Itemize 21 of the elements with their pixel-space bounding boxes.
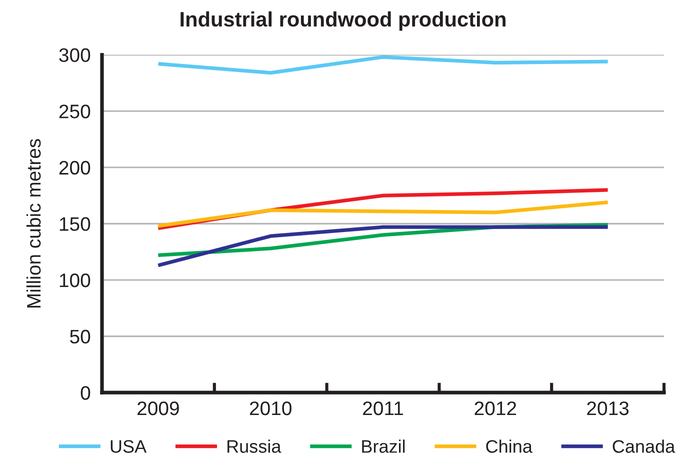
x-tick-label: 2009 [138, 401, 179, 416]
x-tick-label: 2012 [474, 401, 516, 416]
y-tick-label: 300 [59, 48, 90, 62]
y-tick-label: 150 [60, 217, 90, 231]
x-tick-label: 2011 [363, 401, 403, 416]
legend-label: Brazil [362, 440, 405, 453]
legend-label: China [486, 440, 532, 453]
y-tick-label: 100 [60, 273, 90, 288]
line-series [156, 200, 610, 228]
x-tick-label: 2013 [587, 401, 629, 416]
legend-label: USA [110, 440, 147, 453]
line-series [156, 55, 610, 75]
y-axis-title: Million cubic metres [26, 139, 41, 308]
legend-label: Canada [612, 440, 676, 453]
legend-label: Russia [228, 440, 282, 453]
y-tick-label: 200 [59, 160, 90, 175]
x-tick-label: 2010 [250, 401, 292, 416]
chart-title: Industrial roundwood production [180, 11, 506, 31]
y-tick-label: 0 [80, 386, 90, 400]
y-tick-label: 50 [70, 330, 90, 344]
y-tick-label: 250 [59, 104, 90, 118]
